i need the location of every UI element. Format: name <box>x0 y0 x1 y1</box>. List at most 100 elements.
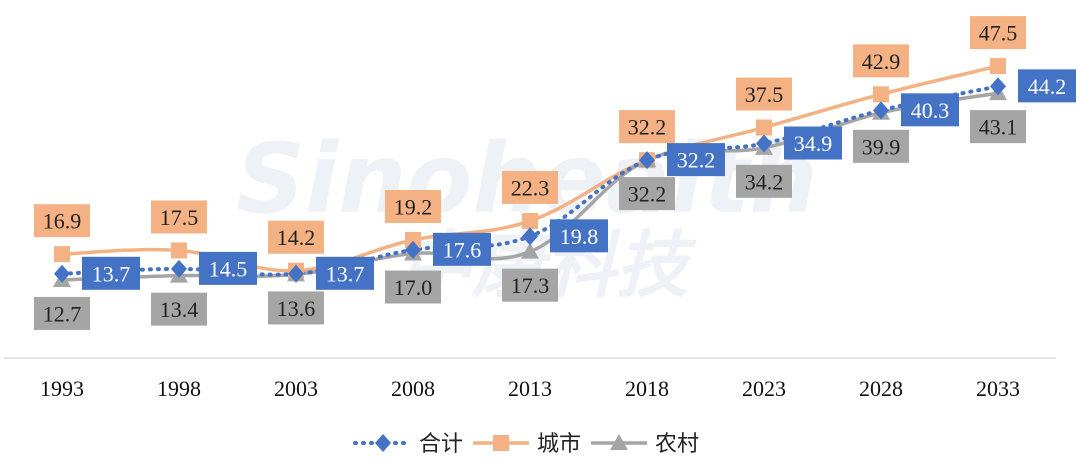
marker-total <box>522 227 538 246</box>
data-label-total-text: 13.7 <box>92 261 131 286</box>
data-label-urban: 22.3 <box>502 170 558 204</box>
data-label-urban-box <box>853 44 909 78</box>
data-label-urban-box <box>970 16 1026 50</box>
marker-urban <box>54 246 70 263</box>
data-label-rural: 34.2 <box>736 164 792 198</box>
data-label-urban-text: 16.9 <box>43 209 82 234</box>
data-label-rural-text: 12.7 <box>43 301 82 326</box>
data-label-total: 19.8 <box>550 219 608 253</box>
data-label-urban: 17.5 <box>151 200 207 234</box>
x-tick-label: 2018 <box>625 376 669 401</box>
data-label-rural-text: 13.6 <box>277 296 316 321</box>
legend-label-urban: 城市 <box>537 432 581 457</box>
data-label-rural-box <box>970 110 1026 144</box>
x-tick-label: 1993 <box>40 376 84 401</box>
data-label-urban-text: 37.5 <box>745 82 784 107</box>
legend-item-total: 合计 <box>353 432 463 457</box>
data-label-urban-text: 42.9 <box>862 49 901 74</box>
data-label-urban-box <box>502 170 558 204</box>
data-label-rural: 17.0 <box>385 270 441 304</box>
data-label-rural-text: 32.2 <box>628 182 667 207</box>
marker-rural <box>521 242 539 259</box>
legend-marker-urban <box>493 435 509 451</box>
data-label-urban-text: 22.3 <box>511 175 550 200</box>
marker-total <box>639 151 655 170</box>
data-label-total-box <box>433 232 491 266</box>
data-label-total-box <box>550 219 608 253</box>
data-label-total: 13.7 <box>316 256 374 290</box>
data-label-total: 40.3 <box>901 93 959 127</box>
data-label-rural: 39.9 <box>853 129 909 163</box>
data-label-total: 32.2 <box>667 143 725 177</box>
data-label-urban-box <box>34 204 90 238</box>
data-label-urban: 37.5 <box>736 77 792 111</box>
data-label-total: 17.6 <box>433 232 491 266</box>
x-tick-label: 2028 <box>859 376 903 401</box>
data-label-total: 14.5 <box>199 251 257 285</box>
data-label-urban-text: 19.2 <box>394 195 433 220</box>
legend-marker-rural <box>610 434 628 450</box>
data-label-rural-box <box>268 291 324 325</box>
marker-total <box>990 77 1006 96</box>
data-label-rural-box <box>385 270 441 304</box>
data-label-total-box <box>82 256 140 290</box>
data-label-total: 44.2 <box>1018 69 1076 103</box>
x-tick-label: 1998 <box>157 376 201 401</box>
data-label-total-text: 13.7 <box>326 261 365 286</box>
legend: 合计 城市 农村 <box>353 432 699 457</box>
data-label-rural: 32.2 <box>619 177 675 211</box>
data-label-urban-text: 32.2 <box>628 115 667 140</box>
data-label-urban-box <box>268 220 324 254</box>
data-label-total-box <box>1018 69 1076 103</box>
legend-label-rural: 农村 <box>655 432 699 457</box>
data-label-urban: 42.9 <box>853 44 909 78</box>
legend-label-total: 合计 <box>419 432 463 457</box>
legend-item-urban: 城市 <box>473 432 581 457</box>
data-label-total-text: 14.5 <box>209 256 248 281</box>
data-label-urban-box <box>619 110 675 144</box>
data-label-urban-box <box>151 200 207 234</box>
data-labels: 16.9 17.5 14.2 19.2 22.3 32.2 37.5 42.9 47.5 12.7… <box>34 16 1076 330</box>
data-label-urban-box <box>385 190 441 224</box>
data-label-total-box <box>784 126 842 160</box>
data-label-urban: 16.9 <box>34 204 90 238</box>
data-label-total-text: 34.9 <box>794 131 833 156</box>
marker-total <box>873 101 889 120</box>
data-label-rural-box <box>853 129 909 163</box>
marker-total <box>171 259 187 278</box>
marker-urban <box>756 119 772 136</box>
data-label-urban: 47.5 <box>970 16 1026 50</box>
data-label-rural: 13.6 <box>268 291 324 325</box>
marker-total <box>54 264 70 283</box>
data-label-total-text: 32.2 <box>677 148 716 173</box>
marker-urban <box>522 212 538 229</box>
data-label-total: 34.9 <box>784 126 842 160</box>
data-label-rural-box <box>502 268 558 302</box>
data-label-rural-box <box>619 177 675 211</box>
data-label-urban: 14.2 <box>268 220 324 254</box>
series-markers <box>53 58 1007 287</box>
x-axis-ticks: 1993 1998 2003 2008 2013 2018 2023 2028 2033 <box>40 376 1020 401</box>
legend-item-rural: 农村 <box>591 432 699 457</box>
data-label-urban-text: 47.5 <box>979 21 1018 46</box>
marker-total <box>405 240 421 259</box>
marker-urban <box>171 242 187 259</box>
marker-urban <box>405 232 421 249</box>
data-label-rural-text: 34.2 <box>745 169 784 194</box>
marker-urban <box>873 86 889 103</box>
data-label-total-box <box>901 93 959 127</box>
data-label-total-text: 19.8 <box>560 224 599 249</box>
data-label-urban-text: 17.5 <box>160 205 199 230</box>
data-label-urban: 32.2 <box>619 110 675 144</box>
legend-marker-total <box>375 434 391 452</box>
data-label-rural-text: 39.9 <box>862 134 901 159</box>
data-label-rural: 12.7 <box>34 296 90 330</box>
data-label-total: 13.7 <box>82 256 140 290</box>
marker-total <box>288 264 304 283</box>
data-label-total-text: 40.3 <box>911 98 950 123</box>
data-label-rural: 13.4 <box>151 292 207 326</box>
data-label-rural-text: 43.1 <box>979 115 1018 140</box>
x-tick-label: 2013 <box>508 376 552 401</box>
data-label-urban-text: 14.2 <box>277 225 316 250</box>
